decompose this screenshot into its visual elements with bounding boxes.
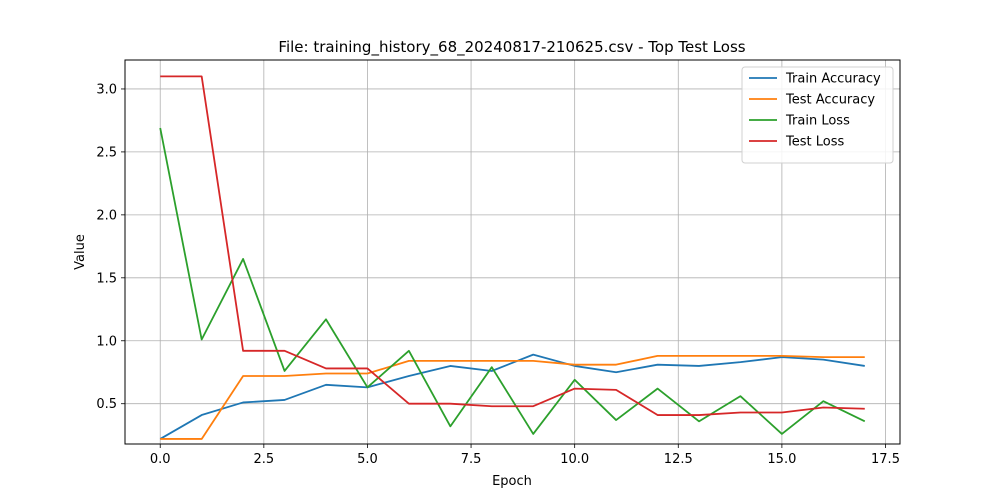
y-axis-ticks: 0.5 1.0 1.5 2.0 2.5 3.0: [96, 82, 125, 412]
y-tick-label: 1.0: [96, 334, 117, 349]
series-line-test-accuracy: [160, 354, 865, 440]
legend-box: [741, 66, 894, 164]
x-axis-label: Epoch: [492, 474, 532, 489]
legend-label-test-accuracy: Test Accuracy: [785, 93, 875, 108]
plot-frame: [124, 59, 901, 445]
x-tick-label: 2.5: [253, 452, 274, 467]
x-tick-label: 15.0: [767, 452, 796, 467]
series-line-train-loss: [159, 127, 866, 435]
legend-label-test-loss: Test Loss: [785, 135, 844, 150]
x-tick-label: 10.0: [560, 452, 589, 467]
series-line-train-accuracy: [159, 353, 865, 440]
series-lines: [159, 75, 866, 440]
y-axis-label: Value: [73, 234, 88, 270]
y-tick-label: 1.5: [96, 271, 117, 286]
x-tick-label: 17.5: [871, 452, 900, 467]
y-tick-label: 2.0: [96, 208, 117, 223]
legend-label-train-accuracy: Train Accuracy: [785, 72, 881, 87]
x-axis-ticks: 0.0 2.5 5.0 7.5 10.0 12.5 15.0 17.5: [150, 444, 900, 467]
chart-title: File: training_history_68_20240817-21062…: [278, 38, 745, 57]
legend: Train Accuracy Test Accuracy Train Loss Tes…: [741, 66, 894, 164]
y-tick-label: 2.5: [96, 145, 117, 160]
x-tick-label: 12.5: [664, 452, 693, 467]
x-tick-label: 5.0: [357, 452, 378, 467]
x-tick-label: 7.5: [461, 452, 482, 467]
series-line-test-loss: [160, 75, 865, 416]
y-tick-label: 0.5: [96, 397, 117, 412]
y-tick-label: 3.0: [96, 82, 117, 97]
legend-label-train-loss: Train Loss: [785, 114, 850, 129]
x-tick-label: 0.0: [150, 452, 171, 467]
